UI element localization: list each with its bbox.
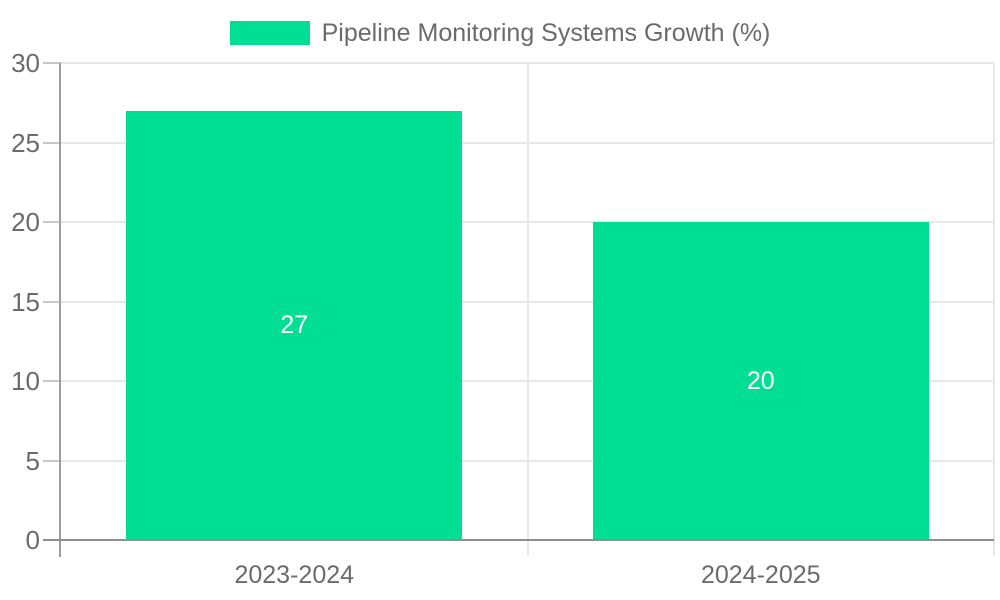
y-tick-mark: [43, 380, 61, 382]
legend-swatch-icon: [229, 21, 310, 45]
bar-value-label: 20: [746, 366, 775, 395]
y-tick-label: 10: [11, 366, 40, 396]
y-tick-mark: [43, 62, 61, 64]
y-tick-mark: [43, 141, 61, 144]
gridline: [993, 63, 995, 556]
y-tick-label: 25: [11, 127, 40, 158]
y-tick-label: 20: [11, 207, 40, 237]
y-axis-line: [59, 63, 61, 557]
x-tick-label: 2024-2025: [700, 561, 821, 589]
y-tick-label: 15: [11, 286, 40, 317]
bar[interactable]: 20: [592, 222, 929, 540]
y-tick-mark: [43, 459, 61, 462]
y-tick-mark: [43, 221, 61, 223]
bar[interactable]: 27: [126, 110, 463, 540]
x-axis-line: [43, 539, 994, 541]
y-tick-label: 5: [25, 445, 40, 476]
legend-label: Pipeline Monitoring Systems Growth (%): [321, 18, 771, 47]
gridline: [526, 63, 529, 556]
y-tick-mark: [43, 300, 61, 303]
x-tick-label: 2023-2024: [234, 561, 355, 589]
bar-value-label: 27: [280, 310, 309, 339]
y-tick-label: 30: [11, 48, 40, 78]
chart-legend[interactable]: Pipeline Monitoring Systems Growth (%): [0, 16, 1000, 50]
y-tick-label: 0: [25, 525, 40, 555]
